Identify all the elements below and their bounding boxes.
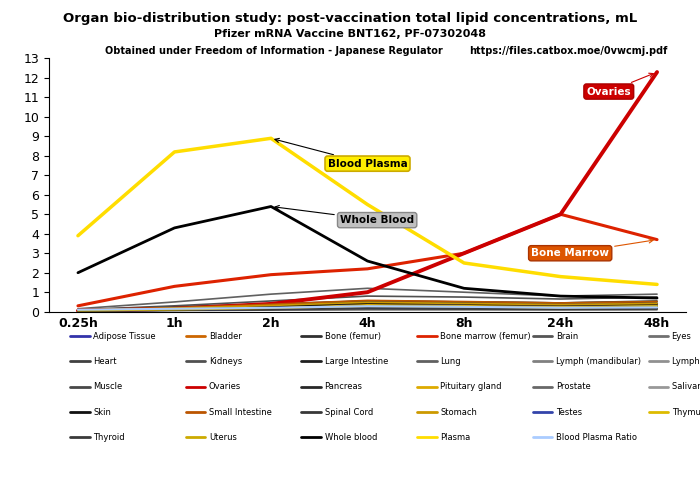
Text: https://files.catbox.moe/0vwcmj.pdf: https://files.catbox.moe/0vwcmj.pdf [469, 46, 667, 56]
Text: Pfizer mRNA Vaccine BNT162, PF-07302048: Pfizer mRNA Vaccine BNT162, PF-07302048 [214, 29, 486, 39]
Text: Prostate: Prostate [556, 382, 591, 391]
Text: Lymph (mandibular): Lymph (mandibular) [556, 357, 641, 366]
Text: Muscle: Muscle [93, 382, 122, 391]
Text: Blood Plasma: Blood Plasma [275, 138, 407, 169]
Text: Whole blood: Whole blood [325, 433, 377, 442]
Text: Bone marrow (femur): Bone marrow (femur) [440, 332, 531, 340]
Text: Bone Marrow: Bone Marrow [531, 239, 653, 258]
Text: Heart: Heart [93, 357, 117, 366]
Text: Bladder: Bladder [209, 332, 242, 340]
Text: Large Intestine: Large Intestine [325, 357, 388, 366]
Text: Salivary Glands: Salivary Glands [671, 382, 700, 391]
Text: Blood Plasma Ratio: Blood Plasma Ratio [556, 433, 637, 442]
Text: Whole Blood: Whole Blood [275, 206, 414, 225]
Text: Bone (femur): Bone (femur) [325, 332, 381, 340]
Text: Ovaries: Ovaries [209, 382, 241, 391]
Text: Lymph (mesenteric): Lymph (mesenteric) [671, 357, 700, 366]
Text: Eyes: Eyes [671, 332, 692, 340]
Text: Thymus: Thymus [671, 408, 700, 416]
Text: Spinal Cord: Spinal Cord [325, 408, 373, 416]
Text: Skin: Skin [93, 408, 111, 416]
Text: Adipose Tissue: Adipose Tissue [93, 332, 155, 340]
Text: Pituitary gland: Pituitary gland [440, 382, 502, 391]
Text: Stomach: Stomach [440, 408, 477, 416]
Text: Uterus: Uterus [209, 433, 237, 442]
Text: Small Intestine: Small Intestine [209, 408, 272, 416]
Text: Lung: Lung [440, 357, 461, 366]
Text: Testes: Testes [556, 408, 582, 416]
Text: Brain: Brain [556, 332, 578, 340]
Text: Thyroid: Thyroid [93, 433, 125, 442]
Text: Obtained under Freedom of Information - Japanese Regulator: Obtained under Freedom of Information - … [105, 46, 442, 56]
Text: Pancreas: Pancreas [325, 382, 363, 391]
Text: Ovaries: Ovaries [587, 73, 653, 96]
Text: Plasma: Plasma [440, 433, 470, 442]
Text: Kidneys: Kidneys [209, 357, 242, 366]
Text: Organ bio-distribution study: post-vaccination total lipid concentrations, mL: Organ bio-distribution study: post-vacci… [63, 12, 637, 25]
